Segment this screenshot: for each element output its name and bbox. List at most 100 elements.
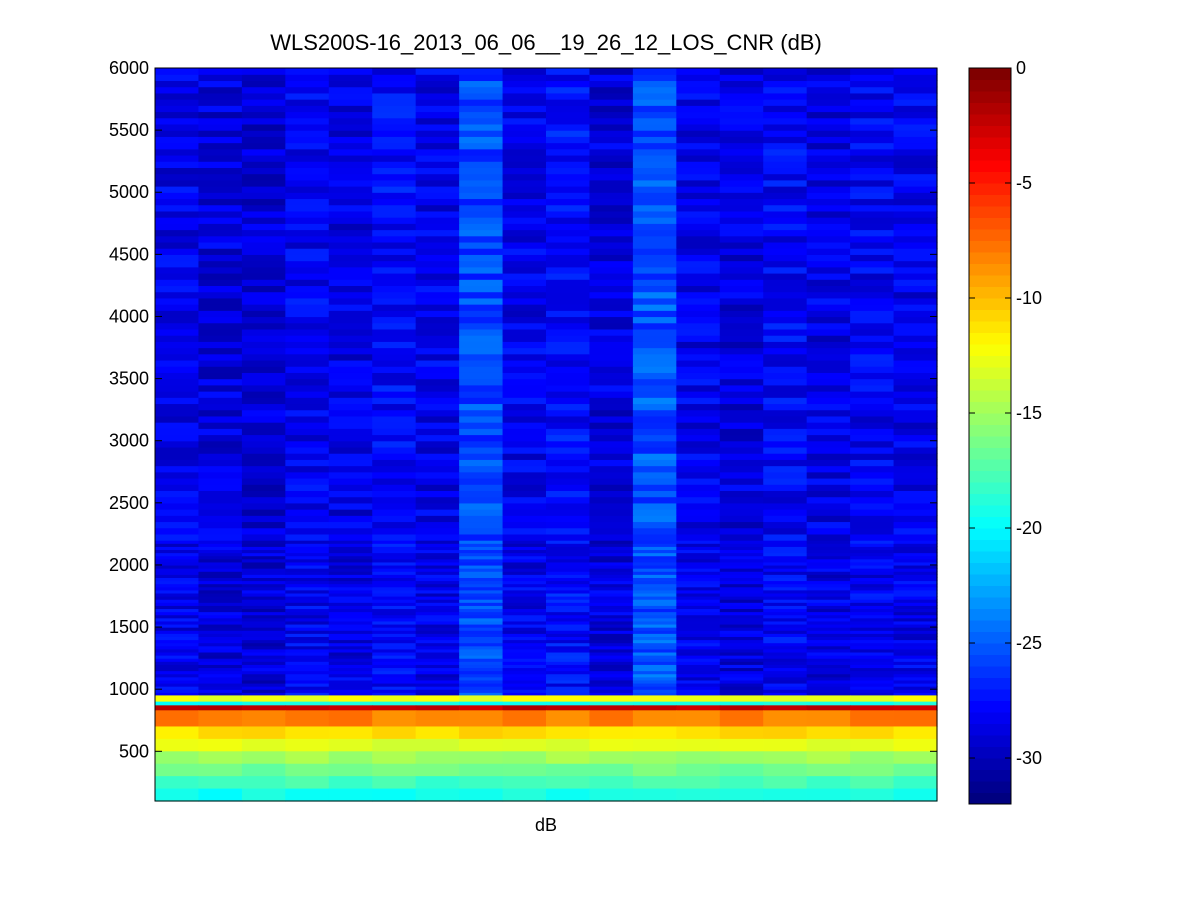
- heatmap-cell: [372, 161, 417, 168]
- heatmap-cell: [328, 564, 373, 569]
- heatmap-cell: [155, 577, 200, 582]
- heatmap-cell: [328, 86, 373, 94]
- heatmap-cell: [893, 605, 938, 610]
- heatmap-cell: [459, 549, 504, 554]
- heatmap-cell: [763, 788, 808, 802]
- heatmap-cell: [372, 686, 417, 690]
- heatmap-cell: [285, 490, 330, 498]
- heatmap-cell: [632, 117, 677, 125]
- heatmap-cell: [415, 617, 460, 622]
- heatmap-cell: [198, 558, 243, 563]
- heatmap-cell: [676, 86, 721, 94]
- heatmap-cell: [241, 459, 286, 467]
- heatmap-cell: [589, 521, 634, 529]
- heatmap-cell: [459, 695, 504, 703]
- heatmap-cell: [155, 434, 200, 442]
- heatmap-cell: [415, 571, 460, 575]
- heatmap-cell: [850, 568, 895, 572]
- heatmap-cell: [850, 490, 895, 498]
- heatmap-cell: [850, 173, 895, 181]
- heatmap-cell: [806, 266, 851, 274]
- heatmap-cell: [502, 154, 547, 162]
- heatmap-cell: [850, 86, 895, 94]
- heatmap-cell: [893, 372, 938, 380]
- heatmap-cell: [415, 285, 460, 293]
- heatmap-cell: [415, 403, 460, 411]
- heatmap-cell: [763, 549, 808, 554]
- heatmap-cell: [198, 210, 243, 218]
- heatmap-cell: [719, 571, 764, 575]
- heatmap-cell: [198, 347, 243, 355]
- heatmap-cell: [285, 763, 330, 777]
- heatmap-cell: [632, 471, 677, 479]
- heatmap-cell: [415, 68, 460, 75]
- heatmap-cell: [850, 130, 895, 137]
- heatmap-cell: [328, 676, 373, 681]
- heatmap-cell: [155, 627, 200, 631]
- heatmap-cell: [459, 359, 504, 367]
- heatmap-cell: [589, 117, 634, 125]
- heatmap-cell: [155, 655, 200, 659]
- heatmap-cell: [806, 204, 851, 212]
- heatmap-cell: [155, 701, 200, 706]
- heatmap-cell: [241, 558, 286, 563]
- heatmap-cell: [806, 428, 851, 436]
- heatmap-cell: [241, 540, 286, 544]
- heatmap-cell: [763, 80, 808, 88]
- heatmap-cell: [806, 490, 851, 498]
- heatmap-cell: [546, 540, 591, 544]
- heatmap-cell: [372, 471, 417, 479]
- heatmap-cell: [328, 484, 373, 491]
- heatmap-cell: [719, 515, 764, 523]
- heatmap-cell: [632, 179, 677, 187]
- heatmap-cell: [415, 577, 460, 582]
- heatmap-cell: [155, 527, 200, 535]
- heatmap-cell: [806, 341, 851, 349]
- heatmap-cell: [676, 630, 721, 634]
- heatmap-cell: [676, 92, 721, 100]
- heatmap-cell: [328, 341, 373, 349]
- heatmap-cell: [372, 552, 417, 557]
- heatmap-cell: [589, 599, 634, 603]
- heatmap-cell: [155, 471, 200, 479]
- heatmap-cell: [763, 378, 808, 386]
- heatmap-cell: [850, 372, 895, 380]
- heatmap-cell: [415, 515, 460, 523]
- heatmap-cell: [850, 453, 895, 460]
- heatmap-cell: [763, 285, 808, 293]
- heatmap-cell: [241, 223, 286, 231]
- heatmap-cell: [676, 148, 721, 156]
- heatmap-cell: [719, 471, 764, 479]
- heatmap-cell: [328, 192, 373, 200]
- heatmap-cell: [415, 608, 460, 613]
- heatmap-cell: [459, 80, 504, 88]
- heatmap-cell: [502, 670, 547, 675]
- heatmap-cell: [328, 80, 373, 88]
- heatmap-cell: [155, 322, 200, 330]
- heatmap-cell: [241, 347, 286, 355]
- heatmap-cell: [198, 543, 243, 547]
- heatmap-cell: [632, 366, 677, 373]
- heatmap-cell: [155, 692, 200, 696]
- heatmap-cell: [850, 689, 895, 693]
- heatmap-cell: [285, 173, 330, 181]
- heatmap-cell: [546, 664, 591, 669]
- heatmap-cell: [589, 223, 634, 231]
- heatmap-cell: [763, 533, 808, 541]
- heatmap-cell: [850, 266, 895, 274]
- heatmap-cell: [806, 80, 851, 88]
- heatmap-cell: [763, 148, 808, 156]
- heatmap-cell: [415, 558, 460, 563]
- heatmap-cell: [676, 763, 721, 777]
- heatmap-cell: [632, 92, 677, 100]
- heatmap-cell: [719, 167, 764, 175]
- heatmap-cell: [155, 564, 200, 569]
- heatmap-cell: [155, 316, 200, 324]
- heatmap-cell: [806, 136, 851, 144]
- colorbar-band: [969, 137, 1011, 149]
- heatmap-cell: [372, 173, 417, 181]
- heatmap-cell: [632, 403, 677, 411]
- heatmap-cell: [415, 751, 460, 765]
- heatmap-cell: [198, 130, 243, 137]
- heatmap-cell: [632, 322, 677, 330]
